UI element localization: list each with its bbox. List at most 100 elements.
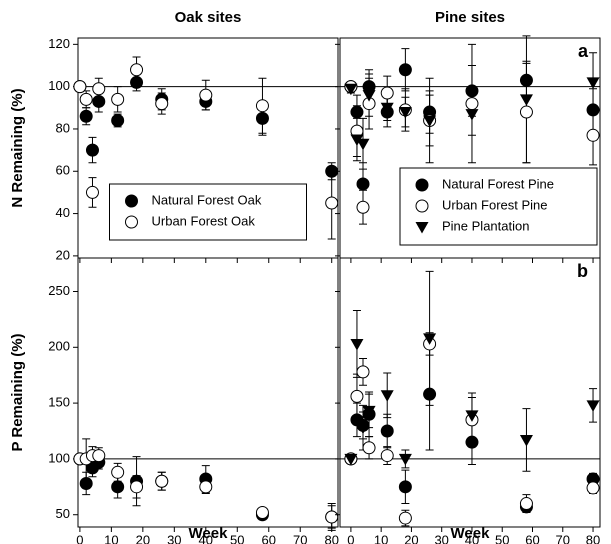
marker: [356, 422, 370, 435]
marker: [380, 390, 394, 402]
marker: [350, 338, 364, 351]
x-axis-label: Week: [189, 525, 229, 542]
x-tick-label: 40: [465, 532, 479, 544]
marker: [356, 138, 370, 151]
plot-frame: [77, 257, 339, 528]
marker: [199, 480, 213, 494]
x-tick-label: 0: [347, 532, 354, 544]
marker: [155, 97, 169, 111]
panel-letter: b: [577, 261, 588, 281]
marker: [519, 497, 533, 511]
marker: [350, 389, 364, 403]
marker: [586, 400, 600, 412]
marker: [586, 128, 600, 142]
x-tick-label: 20: [404, 532, 418, 544]
marker: [423, 115, 437, 127]
marker: [344, 453, 358, 466]
marker: [111, 465, 125, 479]
marker: [586, 103, 600, 117]
marker: [362, 405, 376, 418]
y-tick-label: 20: [56, 247, 70, 262]
y-tick-label: 50: [56, 506, 70, 521]
legend-label: Natural Forest Pine: [442, 176, 554, 191]
panel-title: Oak sites: [175, 9, 242, 26]
x-tick-label: 70: [293, 532, 307, 544]
marker: [79, 109, 93, 123]
marker: [465, 435, 479, 449]
y-axis-label: P Remaining (%): [9, 333, 26, 451]
y-tick-label: 150: [48, 395, 70, 410]
marker: [356, 365, 370, 379]
marker: [519, 94, 533, 106]
y-tick-label: 250: [48, 283, 70, 298]
legend-marker: [415, 222, 429, 234]
legend-marker: [415, 199, 429, 213]
legend-label: Urban Forest Pine: [442, 197, 548, 212]
plot-frame: [339, 257, 601, 528]
marker: [92, 94, 106, 108]
x-tick-label: 50: [230, 532, 244, 544]
marker: [362, 441, 376, 455]
marker: [465, 84, 479, 98]
marker: [362, 90, 376, 102]
marker: [85, 143, 99, 157]
marker: [356, 177, 370, 191]
marker: [519, 105, 533, 119]
marker: [92, 82, 106, 96]
marker: [255, 99, 269, 113]
x-tick-label: 10: [374, 532, 388, 544]
y-tick-label: 80: [56, 120, 70, 135]
y-tick-label: 200: [48, 339, 70, 354]
marker: [519, 434, 533, 447]
legend-label: Urban Forest Oak: [152, 213, 256, 228]
marker: [398, 63, 412, 77]
x-tick-label: 60: [262, 532, 276, 544]
legend-box: [399, 167, 598, 246]
marker: [380, 449, 394, 463]
marker: [356, 200, 370, 214]
marker: [111, 480, 125, 494]
legend-label: Natural Forest Oak: [152, 192, 262, 207]
y-tick-label: 100: [48, 450, 70, 465]
marker: [586, 77, 600, 89]
marker: [85, 185, 99, 199]
marker: [423, 387, 437, 401]
marker: [398, 511, 412, 525]
x-tick-label: 80: [324, 532, 338, 544]
marker: [73, 80, 87, 94]
marker: [199, 88, 213, 102]
y-tick-label: 40: [56, 205, 70, 220]
marker: [380, 424, 394, 438]
marker: [130, 480, 144, 494]
legend-box: [109, 183, 307, 241]
marker: [380, 102, 394, 115]
x-tick-label: 50: [495, 532, 509, 544]
marker: [92, 449, 106, 463]
marker: [350, 105, 364, 119]
legend-marker: [125, 215, 138, 229]
marker: [398, 107, 412, 119]
marker: [423, 333, 437, 345]
marker: [465, 109, 479, 121]
marker: [130, 75, 144, 89]
marker: [519, 73, 533, 87]
marker: [155, 474, 169, 488]
marker: [344, 83, 358, 96]
x-tick-label: 30: [434, 532, 448, 544]
x-tick-label: 80: [586, 532, 600, 544]
marker: [398, 480, 412, 494]
marker: [350, 134, 364, 147]
y-tick-label: 60: [56, 163, 70, 178]
marker: [79, 92, 93, 106]
legend-marker: [415, 178, 429, 192]
marker: [380, 86, 394, 100]
marker: [465, 97, 479, 111]
marker: [111, 114, 125, 127]
marker: [586, 481, 600, 495]
marker: [130, 63, 144, 77]
marker: [111, 92, 125, 106]
legend-label: Pine Plantation: [442, 218, 529, 233]
marker: [325, 510, 339, 524]
x-tick-label: 60: [525, 532, 539, 544]
